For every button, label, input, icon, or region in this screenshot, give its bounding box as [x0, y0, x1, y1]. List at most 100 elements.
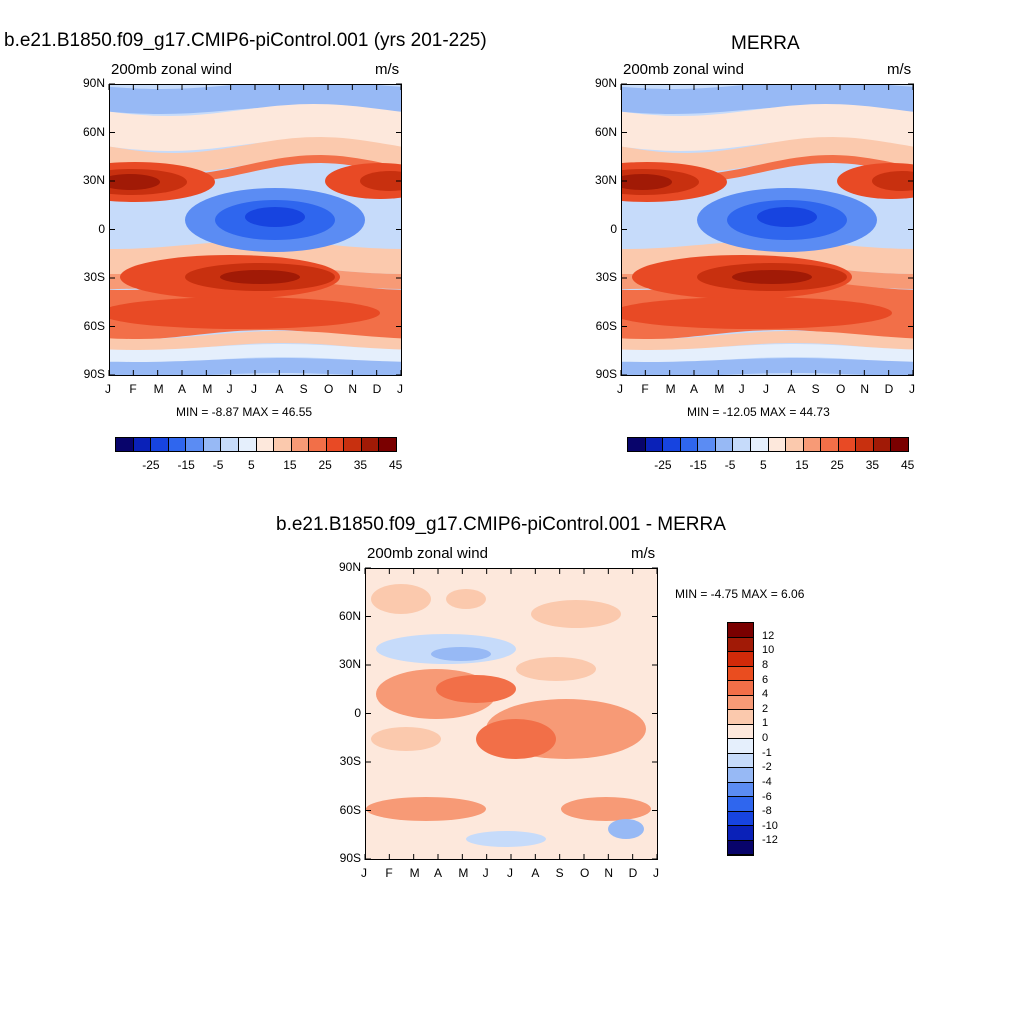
colorbar-swatch [203, 438, 222, 451]
colorbar-label: 2 [762, 702, 769, 715]
colorbar-label: 5 [248, 458, 255, 472]
x-tick-label: A [690, 382, 699, 396]
x-tick-label: A [434, 866, 443, 880]
colorbar-label: -8 [762, 805, 772, 818]
panel-merra-title: MERRA [731, 33, 800, 54]
colorbar-swatch [768, 438, 787, 451]
colorbar-swatch [715, 438, 734, 451]
y-tick-label: 0 [610, 221, 617, 236]
y-tick-label: 60S [83, 318, 105, 333]
contour-band [110, 344, 401, 363]
difference-region [431, 647, 491, 661]
x-tick-label: F [641, 382, 649, 396]
y-tick-label: 30N [338, 657, 361, 671]
panel-diff-subtitle-left: 200mb zonal wind [367, 545, 488, 562]
colorbar-swatch [379, 438, 396, 451]
x-tick-label: M [153, 382, 164, 396]
axis-ticks [364, 567, 658, 860]
colorbar-swatch [361, 438, 380, 451]
contour-band [622, 137, 913, 173]
colorbar-label: 8 [762, 658, 769, 671]
x-tick-label: M [409, 866, 420, 880]
colorbar-label: -12 [762, 834, 778, 847]
contour-band [110, 331, 401, 351]
colorbar-swatch [728, 739, 753, 754]
x-tick-label: A [178, 382, 187, 396]
colorbar-label: 45 [901, 458, 915, 472]
colorbar-swatch [728, 695, 753, 710]
colorbar-label: 12 [762, 629, 775, 642]
colorbar-label: 4 [762, 688, 769, 701]
panel-diff-colorbar [727, 622, 754, 856]
jet-core [360, 171, 401, 191]
colorbar-label: -5 [212, 458, 224, 472]
x-tick-label: F [129, 382, 137, 396]
colorbar-swatch [186, 438, 204, 451]
colorbar-label: 15 [795, 458, 809, 472]
difference-region [608, 819, 644, 839]
colorbar-label: -1 [762, 746, 772, 759]
colorbar-swatch [645, 438, 664, 451]
colorbar-label: -25 [142, 458, 160, 472]
panel-model-title: b.e21.B1850.f09_g17.CMIP6-piControl.001 … [4, 30, 487, 51]
x-tick-label: N [604, 866, 613, 880]
difference-region [366, 797, 486, 821]
difference-region [446, 589, 486, 609]
x-tick-label: D [628, 866, 638, 880]
panel-merra-subtitle-left: 200mb zonal wind [623, 61, 744, 78]
difference-region [476, 719, 556, 759]
easterly-core [757, 207, 817, 227]
jet-core [622, 174, 672, 190]
axis-ticks [108, 83, 402, 376]
colorbar-swatch [663, 438, 681, 451]
x-tick-label: A [275, 382, 284, 396]
colorbar-label: 25 [318, 458, 332, 472]
y-tick-label: 90S [339, 851, 361, 865]
colorbar-swatch [728, 710, 753, 725]
panel-diff-plot [365, 568, 658, 860]
y-tick-label: 90N [594, 76, 617, 90]
difference-region [516, 657, 596, 681]
colorbar-swatch [803, 438, 822, 451]
colorbar-label: -10 [762, 819, 778, 832]
y-tick-label: 60N [82, 124, 105, 139]
colorbar-swatch [256, 438, 275, 451]
panel-model-colorbar [115, 437, 397, 452]
contour-band [110, 85, 401, 114]
colorbar-label: -5 [724, 458, 736, 472]
y-tick-label: 30S [339, 754, 361, 768]
x-tick-label: F [385, 866, 393, 880]
difference-region [466, 831, 546, 847]
colorbar-label: 10 [762, 644, 775, 657]
panel-merra-stats: MIN = -12.05 MAX = 44.73 [687, 405, 830, 419]
panel-diff-title: b.e21.B1850.f09_g17.CMIP6-piControl.001 … [276, 514, 726, 535]
colorbar-swatch [821, 438, 839, 451]
panel-model-units: m/s [375, 61, 400, 78]
jet-core [110, 174, 160, 190]
easterly-core [245, 207, 305, 227]
panel-diff-stats: MIN = -4.75 MAX = 6.06 [675, 587, 805, 601]
colorbar-swatch [838, 438, 857, 451]
contour-band [622, 344, 913, 363]
y-tick-label: 90N [338, 560, 361, 574]
panel-model-field [110, 85, 401, 375]
colorbar-swatch [274, 438, 292, 451]
colorbar-swatch [728, 724, 753, 739]
x-tick-label: N [348, 382, 357, 396]
jet-core [872, 171, 913, 191]
x-tick-label: M [714, 382, 725, 396]
difference-region [531, 600, 621, 628]
contour-band [110, 137, 401, 173]
colorbar-label: 35 [865, 458, 880, 472]
colorbar-swatch [728, 797, 753, 812]
colorbar-label: 1 [762, 717, 769, 730]
difference-region [436, 675, 516, 703]
x-tick-label: M [458, 866, 469, 880]
colorbar-label: -2 [762, 761, 772, 774]
x-tick-label: J [909, 382, 915, 396]
x-tick-label: S [811, 382, 820, 396]
panel-diff-field [366, 569, 657, 859]
x-tick-label: D [372, 382, 382, 396]
x-tick-label: J [507, 866, 513, 880]
x-tick-label: O [580, 866, 590, 880]
